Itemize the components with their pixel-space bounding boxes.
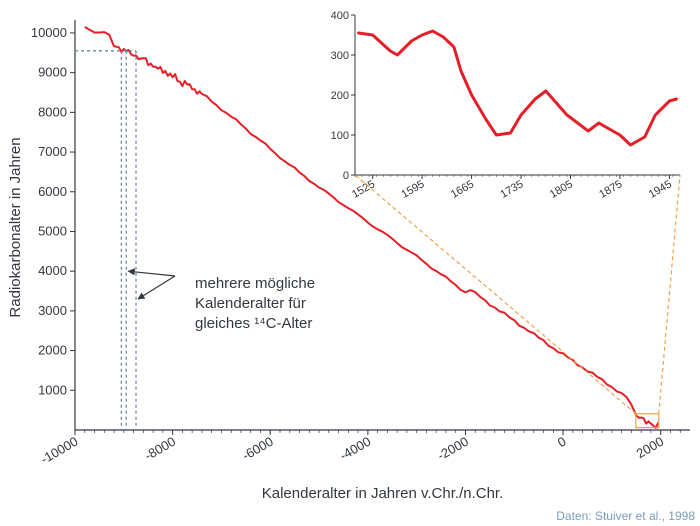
main-y-axis-label: Radiokarbonalter in Jahren: [7, 137, 24, 317]
main-y-tick-label: 1000: [38, 382, 67, 397]
main-x-tick-label: 0: [555, 434, 569, 451]
inset-y-tick-label: 100: [331, 130, 349, 142]
inset-y-tick-label: 400: [331, 10, 349, 22]
main-x-axis-label: Kalenderalter in Jahren v.Chr./n.Chr.: [262, 485, 504, 502]
main-y-tick-label: 6000: [38, 184, 67, 199]
annotation-text: mehrere mögliche: [195, 275, 315, 292]
main-x-tick-label: -4000: [337, 434, 373, 464]
main-y-tick-label: 8000: [38, 104, 67, 119]
main-y-tick-label: 2000: [38, 343, 67, 358]
inset-connector: [659, 175, 680, 414]
main-y-tick-label: 10000: [31, 25, 67, 40]
inset-highlight-rect: [636, 414, 659, 428]
annotation-arrow: [138, 276, 175, 299]
main-x-tick-label: -10000: [38, 434, 81, 467]
annotation-text: Kalenderalter für: [195, 295, 306, 312]
annotation-text: gleiches ¹⁴C-Alter: [195, 315, 312, 332]
inset-y-tick-label: 200: [331, 90, 349, 102]
annotation-arrow: [128, 271, 175, 276]
main-y-tick-label: 3000: [38, 303, 67, 318]
main-x-tick-label: -8000: [142, 434, 178, 464]
main-x-tick-label: 2000: [634, 434, 667, 461]
calibration-chart: 1000200030004000500060007000800090001000…: [0, 0, 700, 526]
main-x-tick-label: -2000: [435, 434, 471, 464]
inset-connector: [355, 175, 636, 414]
inset-y-tick-label: 0: [343, 170, 349, 182]
inset-chart: 0 100 200 300 400: [331, 10, 685, 205]
main-y-tick-label: 4000: [38, 263, 67, 278]
main-y-tick-label: 7000: [38, 144, 67, 159]
main-y-tick-label: 5000: [38, 223, 67, 238]
chart-container: 1000200030004000500060007000800090001000…: [0, 0, 700, 526]
inset-y-tick-label: 300: [331, 50, 349, 62]
main-x-tick-label: -6000: [239, 434, 275, 464]
main-y-tick-label: 9000: [38, 65, 67, 80]
data-credit: Daten: Stuiver et al., 1998: [556, 509, 695, 523]
